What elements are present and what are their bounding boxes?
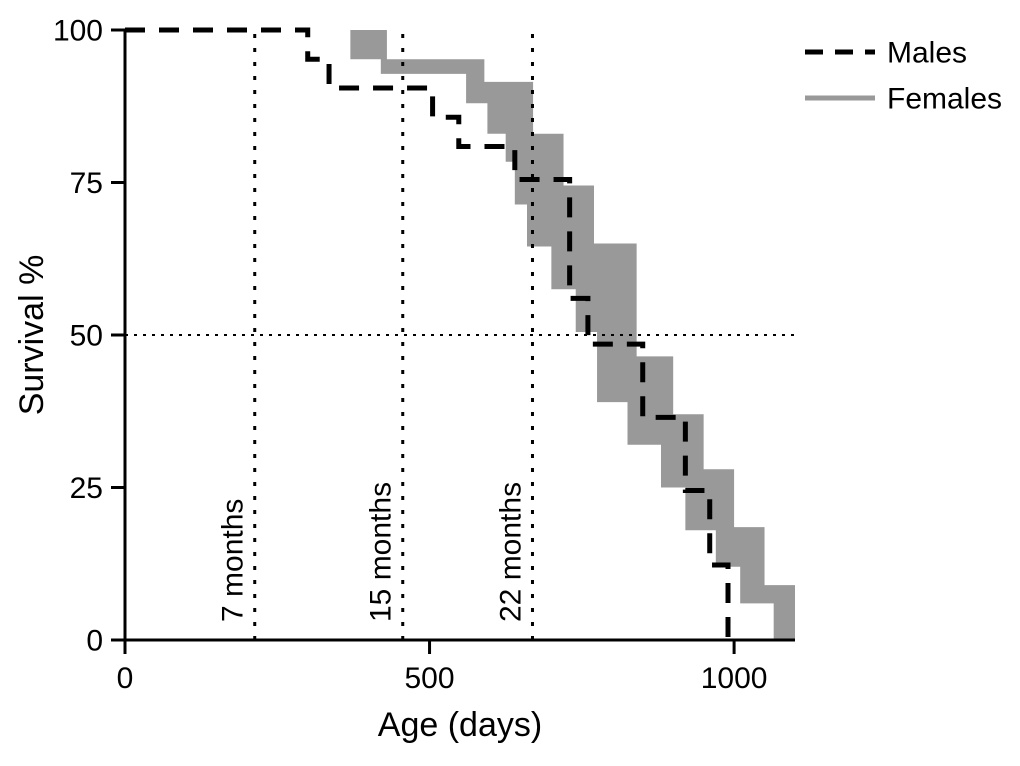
x-tick-label: 1000 xyxy=(701,662,768,695)
legend-label: Males xyxy=(887,37,967,70)
y-tick-label: 25 xyxy=(70,472,103,505)
legend-label: Females xyxy=(887,83,1002,116)
y-tick-label: 100 xyxy=(53,15,103,48)
y-tick-label: 75 xyxy=(70,167,103,200)
y-tick-label: 0 xyxy=(86,625,103,658)
month-guide-label: 15 months xyxy=(365,482,398,622)
y-tick-label: 50 xyxy=(70,320,103,353)
x-tick-label: 500 xyxy=(405,662,455,695)
month-guide-label: 22 months xyxy=(494,482,527,622)
survival-chart-svg: 7 months 15 months 22 months 0 500 1000 0 25 50 7… xyxy=(0,0,1020,766)
x-axis-label: Age (days) xyxy=(378,706,542,744)
survival-chart: 7 months 15 months 22 months 0 500 1000 0 25 50 7… xyxy=(0,0,1020,766)
y-axis-label: Survival % xyxy=(13,255,51,416)
month-guide-label: 7 months xyxy=(217,499,250,622)
x-tick-label: 0 xyxy=(117,662,134,695)
